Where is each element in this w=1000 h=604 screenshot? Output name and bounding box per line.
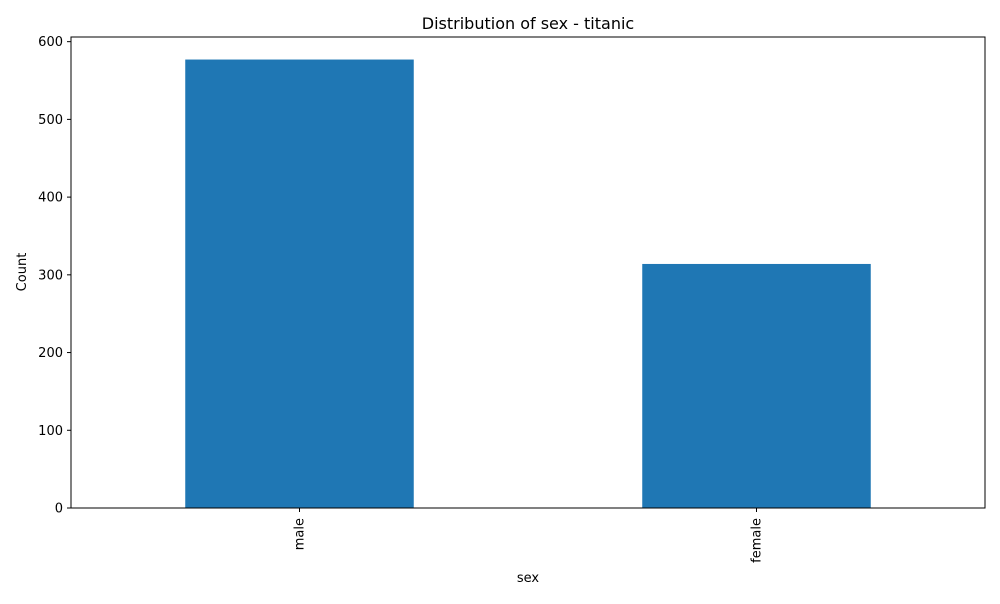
y-tick-label: 300 (38, 268, 63, 283)
y-tick-label: 400 (38, 191, 63, 206)
y-tick-label: 600 (38, 35, 63, 50)
y-tick-label: 200 (38, 346, 63, 361)
chart-title: Distribution of sex - titanic (422, 14, 634, 33)
x-tick-label: female (750, 518, 765, 563)
y-tick-label: 500 (38, 113, 63, 128)
y-tick-label: 0 (55, 502, 63, 517)
y-axis-label: Count (15, 253, 30, 292)
plot-frame (70, 36, 986, 509)
y-axis: 0 100 200 300 400 500 600 (38, 35, 71, 517)
x-tick-label: male (293, 518, 308, 550)
bar-male (185, 59, 414, 508)
x-axis: male female (293, 508, 765, 563)
x-axis-label: sex (517, 571, 540, 586)
y-tick-label: 100 (38, 424, 63, 439)
bars-layer (185, 59, 871, 508)
bar-female (642, 263, 871, 508)
